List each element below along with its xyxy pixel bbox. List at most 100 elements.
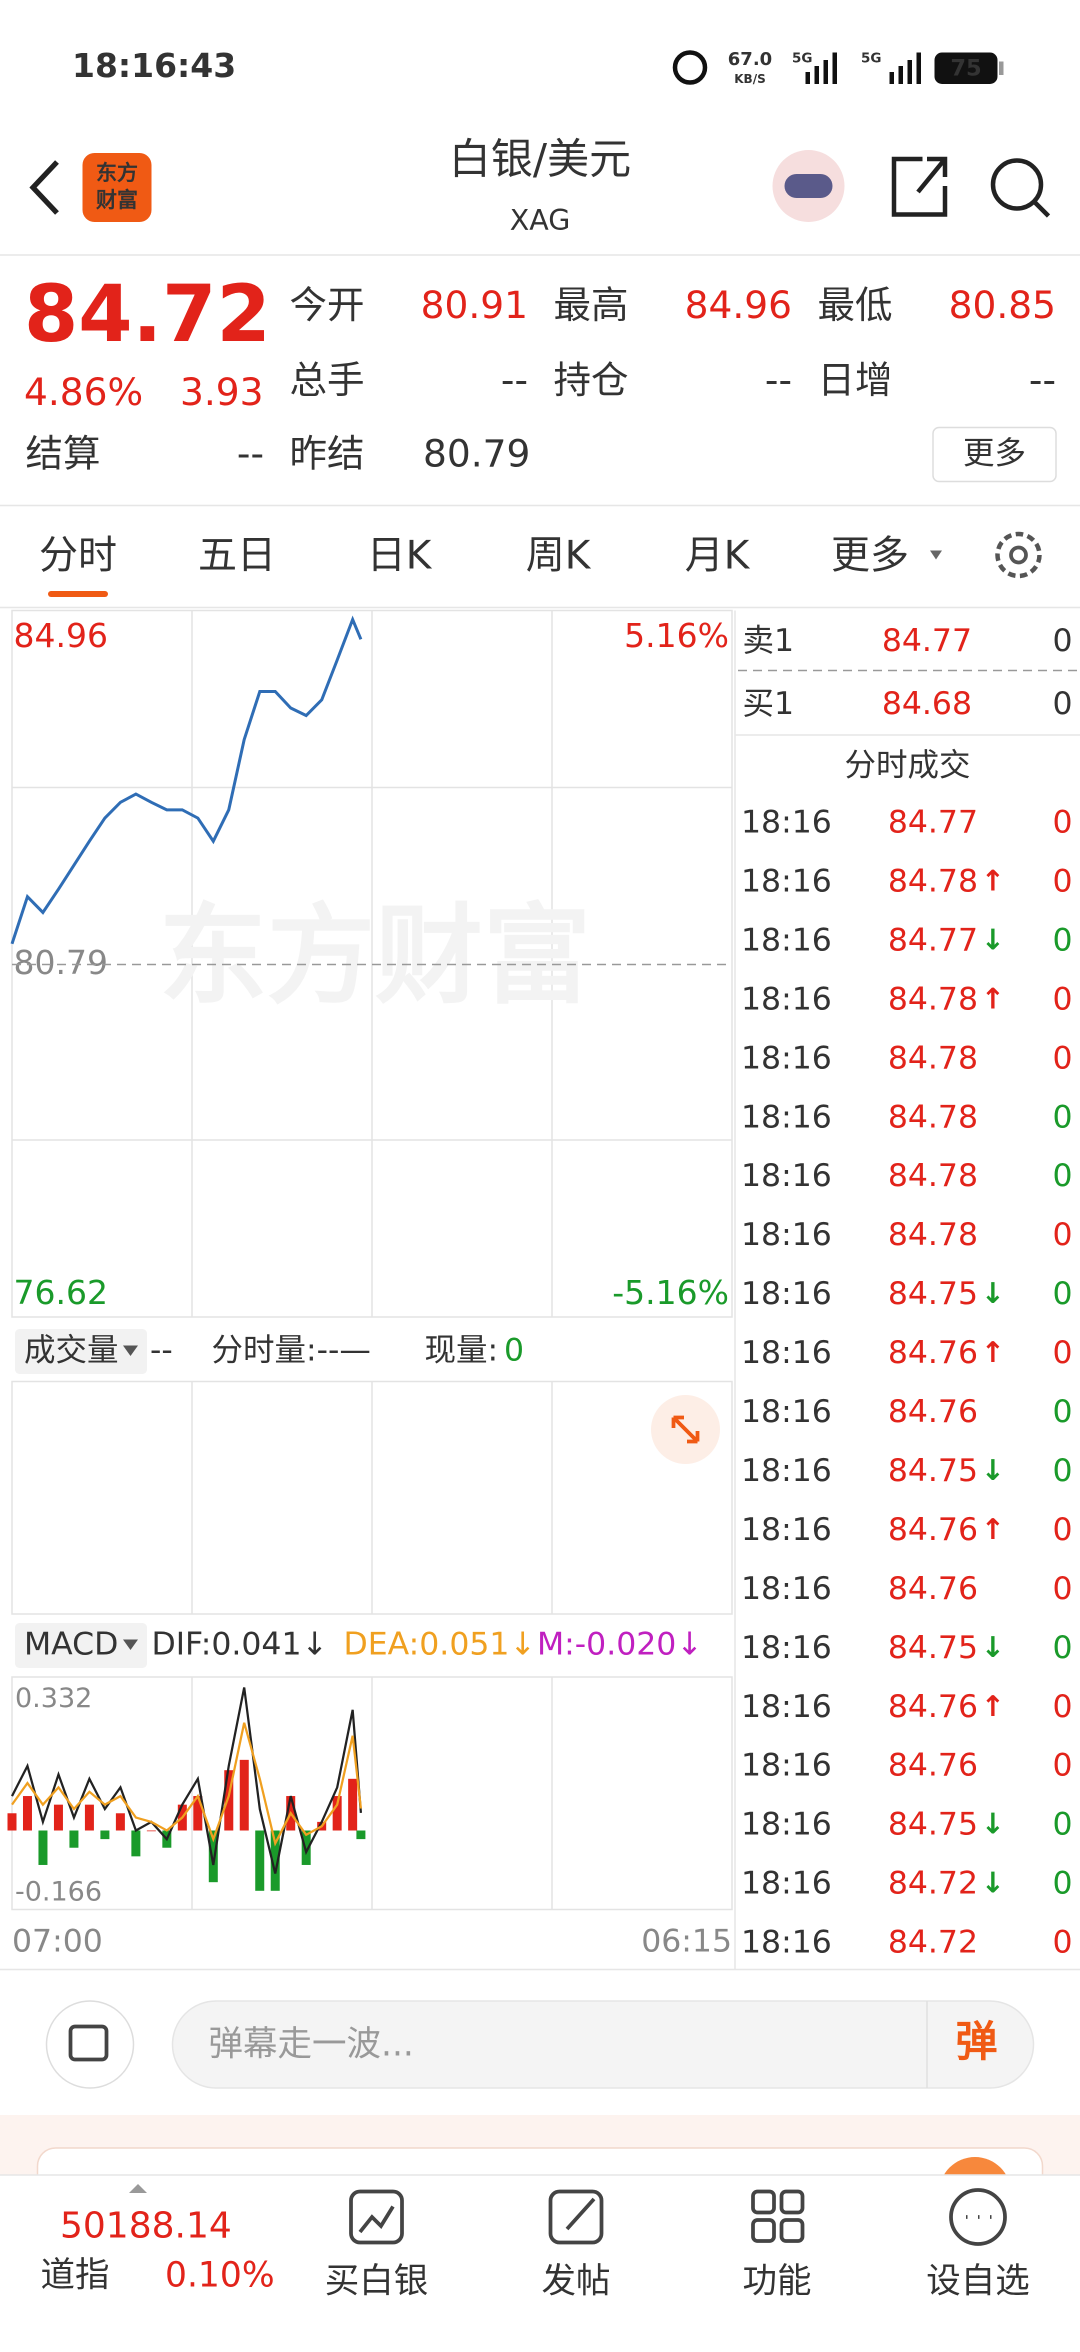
trade-arrow: ↓ bbox=[981, 1631, 1005, 1664]
search-button[interactable] bbox=[990, 158, 1044, 211]
app-logo[interactable] bbox=[82, 153, 152, 222]
indicator-selector[interactable] bbox=[15, 1623, 147, 1668]
index-name[interactable]: 道指 bbox=[41, 2256, 110, 2296]
trade-arrow: ↑ bbox=[981, 1336, 1005, 1369]
trade-time: 18:16 bbox=[741, 863, 832, 899]
nav-item[interactable]: 设自选 bbox=[926, 2262, 1030, 2302]
tab[interactable]: 五日 bbox=[198, 534, 276, 579]
volume-selector-label: 成交量 bbox=[24, 1333, 119, 1369]
macd-bar bbox=[348, 1778, 358, 1831]
macd-bar bbox=[69, 1830, 79, 1848]
legend-label: DEA:0.051↓ bbox=[344, 1627, 536, 1663]
trade-price: 84.78 bbox=[888, 1158, 978, 1194]
alarm-icon bbox=[672, 50, 708, 85]
field-value: -- bbox=[237, 432, 264, 476]
field-label: 昨结 bbox=[290, 432, 365, 476]
nav-item[interactable]: 发帖 bbox=[542, 2262, 611, 2302]
field-label: 持仓 bbox=[554, 358, 629, 402]
share-button[interactable] bbox=[891, 156, 948, 217]
tab[interactable]: 周K bbox=[526, 534, 592, 579]
field-value: -- bbox=[501, 358, 528, 402]
y-tick-label: -0.166 bbox=[15, 1877, 102, 1908]
danmaku-button[interactable]: 弹 bbox=[955, 2017, 997, 2066]
comment-settings-icon bbox=[68, 2024, 109, 2062]
quote-fields: 今开 80.91 最高 84.96 最低 80.85 总手 -- 持仓 -- 日… bbox=[26, 283, 1057, 476]
tab[interactable]: 日K bbox=[367, 534, 433, 579]
trade-time: 18:16 bbox=[741, 1217, 832, 1253]
trade-volume: 0 bbox=[1052, 1217, 1072, 1253]
tab-indicator bbox=[48, 591, 108, 597]
net-speed: 67.0 bbox=[728, 49, 772, 70]
period-volume: 分时量:--— bbox=[212, 1333, 371, 1369]
trade-volume: 0 bbox=[1052, 1040, 1072, 1076]
macd-bar bbox=[255, 1830, 265, 1891]
tab[interactable]: 分时 bbox=[39, 534, 117, 579]
trade-price: 84.75 bbox=[888, 1276, 978, 1312]
macd-bar bbox=[38, 1830, 48, 1865]
tab[interactable]: 更多 bbox=[831, 534, 909, 579]
signal-icons bbox=[805, 52, 921, 84]
trade-time: 18:16 bbox=[741, 1689, 832, 1725]
field-label: 结算 bbox=[26, 432, 101, 476]
volume-selector[interactable] bbox=[15, 1329, 147, 1374]
expand-icon bbox=[671, 1415, 700, 1444]
trade-time: 18:16 bbox=[741, 1571, 832, 1607]
book-label: 买1 bbox=[743, 686, 795, 722]
battery-level: 75 bbox=[950, 56, 981, 82]
legend-label: DIF:0.041↓ bbox=[152, 1627, 328, 1663]
trade-volume: 0 bbox=[1052, 1099, 1072, 1135]
index-caret bbox=[129, 2184, 147, 2193]
macd-bar bbox=[7, 1813, 17, 1831]
comment-input[interactable] bbox=[171, 2000, 1035, 2089]
index-value[interactable]: 50188.14 bbox=[60, 2206, 232, 2247]
trade-volume: 0 bbox=[1052, 863, 1072, 899]
macd-bar bbox=[301, 1830, 311, 1865]
y-tick-label: 0.332 bbox=[15, 1683, 92, 1714]
trade-time: 18:16 bbox=[741, 1925, 832, 1961]
more-button[interactable] bbox=[932, 426, 1057, 483]
settings-center bbox=[1009, 545, 1028, 565]
macd-bar bbox=[115, 1813, 125, 1831]
field-value: 80.91 bbox=[421, 283, 528, 327]
trade-price: 84.77 bbox=[888, 805, 978, 841]
y2-tick-label: -5.16% bbox=[612, 1273, 729, 1312]
trade-arrow: ↑ bbox=[981, 1690, 1005, 1723]
field-label: 最高 bbox=[554, 283, 629, 327]
battery-tip bbox=[999, 61, 1004, 75]
trade-time: 18:16 bbox=[741, 1748, 832, 1784]
clock: 18:16:43 bbox=[72, 46, 236, 85]
logo-text: 财富 bbox=[96, 188, 138, 212]
nav-item[interactable]: 功能 bbox=[743, 2262, 812, 2302]
trade-arrow: ↑ bbox=[981, 1513, 1005, 1546]
trade-price: 84.76 bbox=[888, 1748, 978, 1784]
trade-arrow: ↓ bbox=[981, 1454, 1005, 1487]
trade-volume: 0 bbox=[1052, 805, 1072, 841]
tab[interactable]: 月K bbox=[685, 534, 751, 579]
macd-bar bbox=[270, 1830, 280, 1891]
trade-volume: 0 bbox=[1052, 1689, 1072, 1725]
trades-title: 分时成交 bbox=[844, 748, 970, 784]
trade-price: 84.76 bbox=[888, 1512, 978, 1548]
price-line bbox=[10, 615, 363, 945]
field-label: 最低 bbox=[818, 283, 893, 327]
back-button[interactable] bbox=[29, 160, 59, 215]
macd-bar bbox=[146, 1830, 156, 1832]
trade-time: 18:16 bbox=[741, 1630, 832, 1666]
macd-bar bbox=[100, 1830, 110, 1840]
macd-line bbox=[10, 1687, 363, 1874]
nav-item[interactable]: 买白银 bbox=[325, 2262, 429, 2302]
field-label: 总手 bbox=[290, 358, 365, 402]
index-change[interactable]: 0.10% bbox=[165, 2256, 275, 2296]
macd-bar bbox=[356, 1830, 366, 1840]
trade-time: 18:16 bbox=[741, 1866, 832, 1902]
trade-volume: 0 bbox=[1052, 981, 1072, 1017]
comment-settings[interactable] bbox=[45, 2000, 135, 2089]
trade-time: 18:16 bbox=[741, 1335, 832, 1371]
settings-button[interactable] bbox=[995, 531, 1042, 579]
field-value: -- bbox=[765, 358, 792, 402]
trade-time: 18:16 bbox=[741, 1099, 832, 1135]
trade-time: 18:16 bbox=[741, 805, 832, 841]
trade-volume: 0 bbox=[1052, 1807, 1072, 1843]
trade-time: 18:16 bbox=[741, 1276, 832, 1312]
